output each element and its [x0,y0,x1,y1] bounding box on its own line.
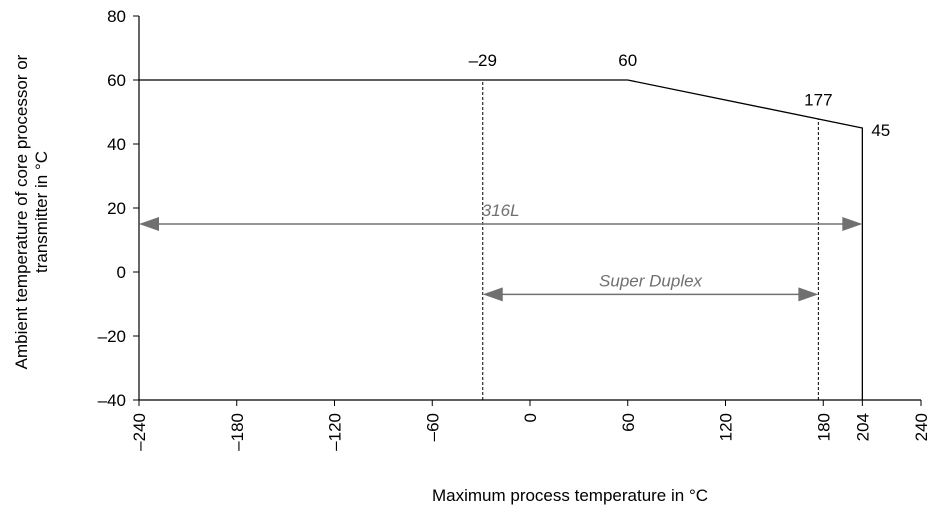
y-tick-label: 20 [107,199,126,218]
labels: –40 –20 0 20 40 60 80 –240 –180 –120 –60 0 60 120 180 2… [12,7,931,505]
x-tick-label: –240 [130,413,149,451]
x-tick-label: –120 [326,413,345,451]
y-tick-label: –20 [98,327,126,346]
y-tick-label: 40 [107,135,126,154]
range-label: Super Duplex [599,271,703,290]
y-tick-label: 80 [107,7,126,26]
marks [139,79,863,400]
x-tick-label: 240 [912,413,931,441]
y-axis-title-line: Ambient temperature of core processor or [12,54,31,369]
y-tick-label: 0 [117,263,126,282]
x-tick-label: 0 [521,413,540,422]
x-tick-label: 60 [619,413,638,432]
point-annotation: 177 [804,90,832,109]
x-tick-label: 180 [814,413,833,441]
limit-line [139,79,863,400]
x-tick-label: 204 [853,413,872,441]
x-tick-label: –180 [228,413,247,451]
point-annotation: 60 [618,51,637,70]
point-annotation: –29 [469,51,497,70]
x-axis-title: Maximum process temperature in °C [432,486,708,505]
range-arrow-left-head [482,287,503,302]
range-arrow-left-head [139,217,159,231]
range-arrow-right-head [842,217,863,231]
y-tick-label: 60 [107,71,126,90]
y-axis-title-line: transmitter in °C [32,151,51,273]
y-axis-title: Ambient temperature of core processor or… [12,54,51,369]
point-annotation: 45 [871,121,890,140]
x-tick-label: –60 [423,413,442,441]
x-tick-label: 120 [717,413,736,441]
range-label: 316L [482,201,520,220]
axes [133,15,922,406]
range-arrow-right-head [798,287,819,302]
y-tick-label: –40 [98,391,126,410]
